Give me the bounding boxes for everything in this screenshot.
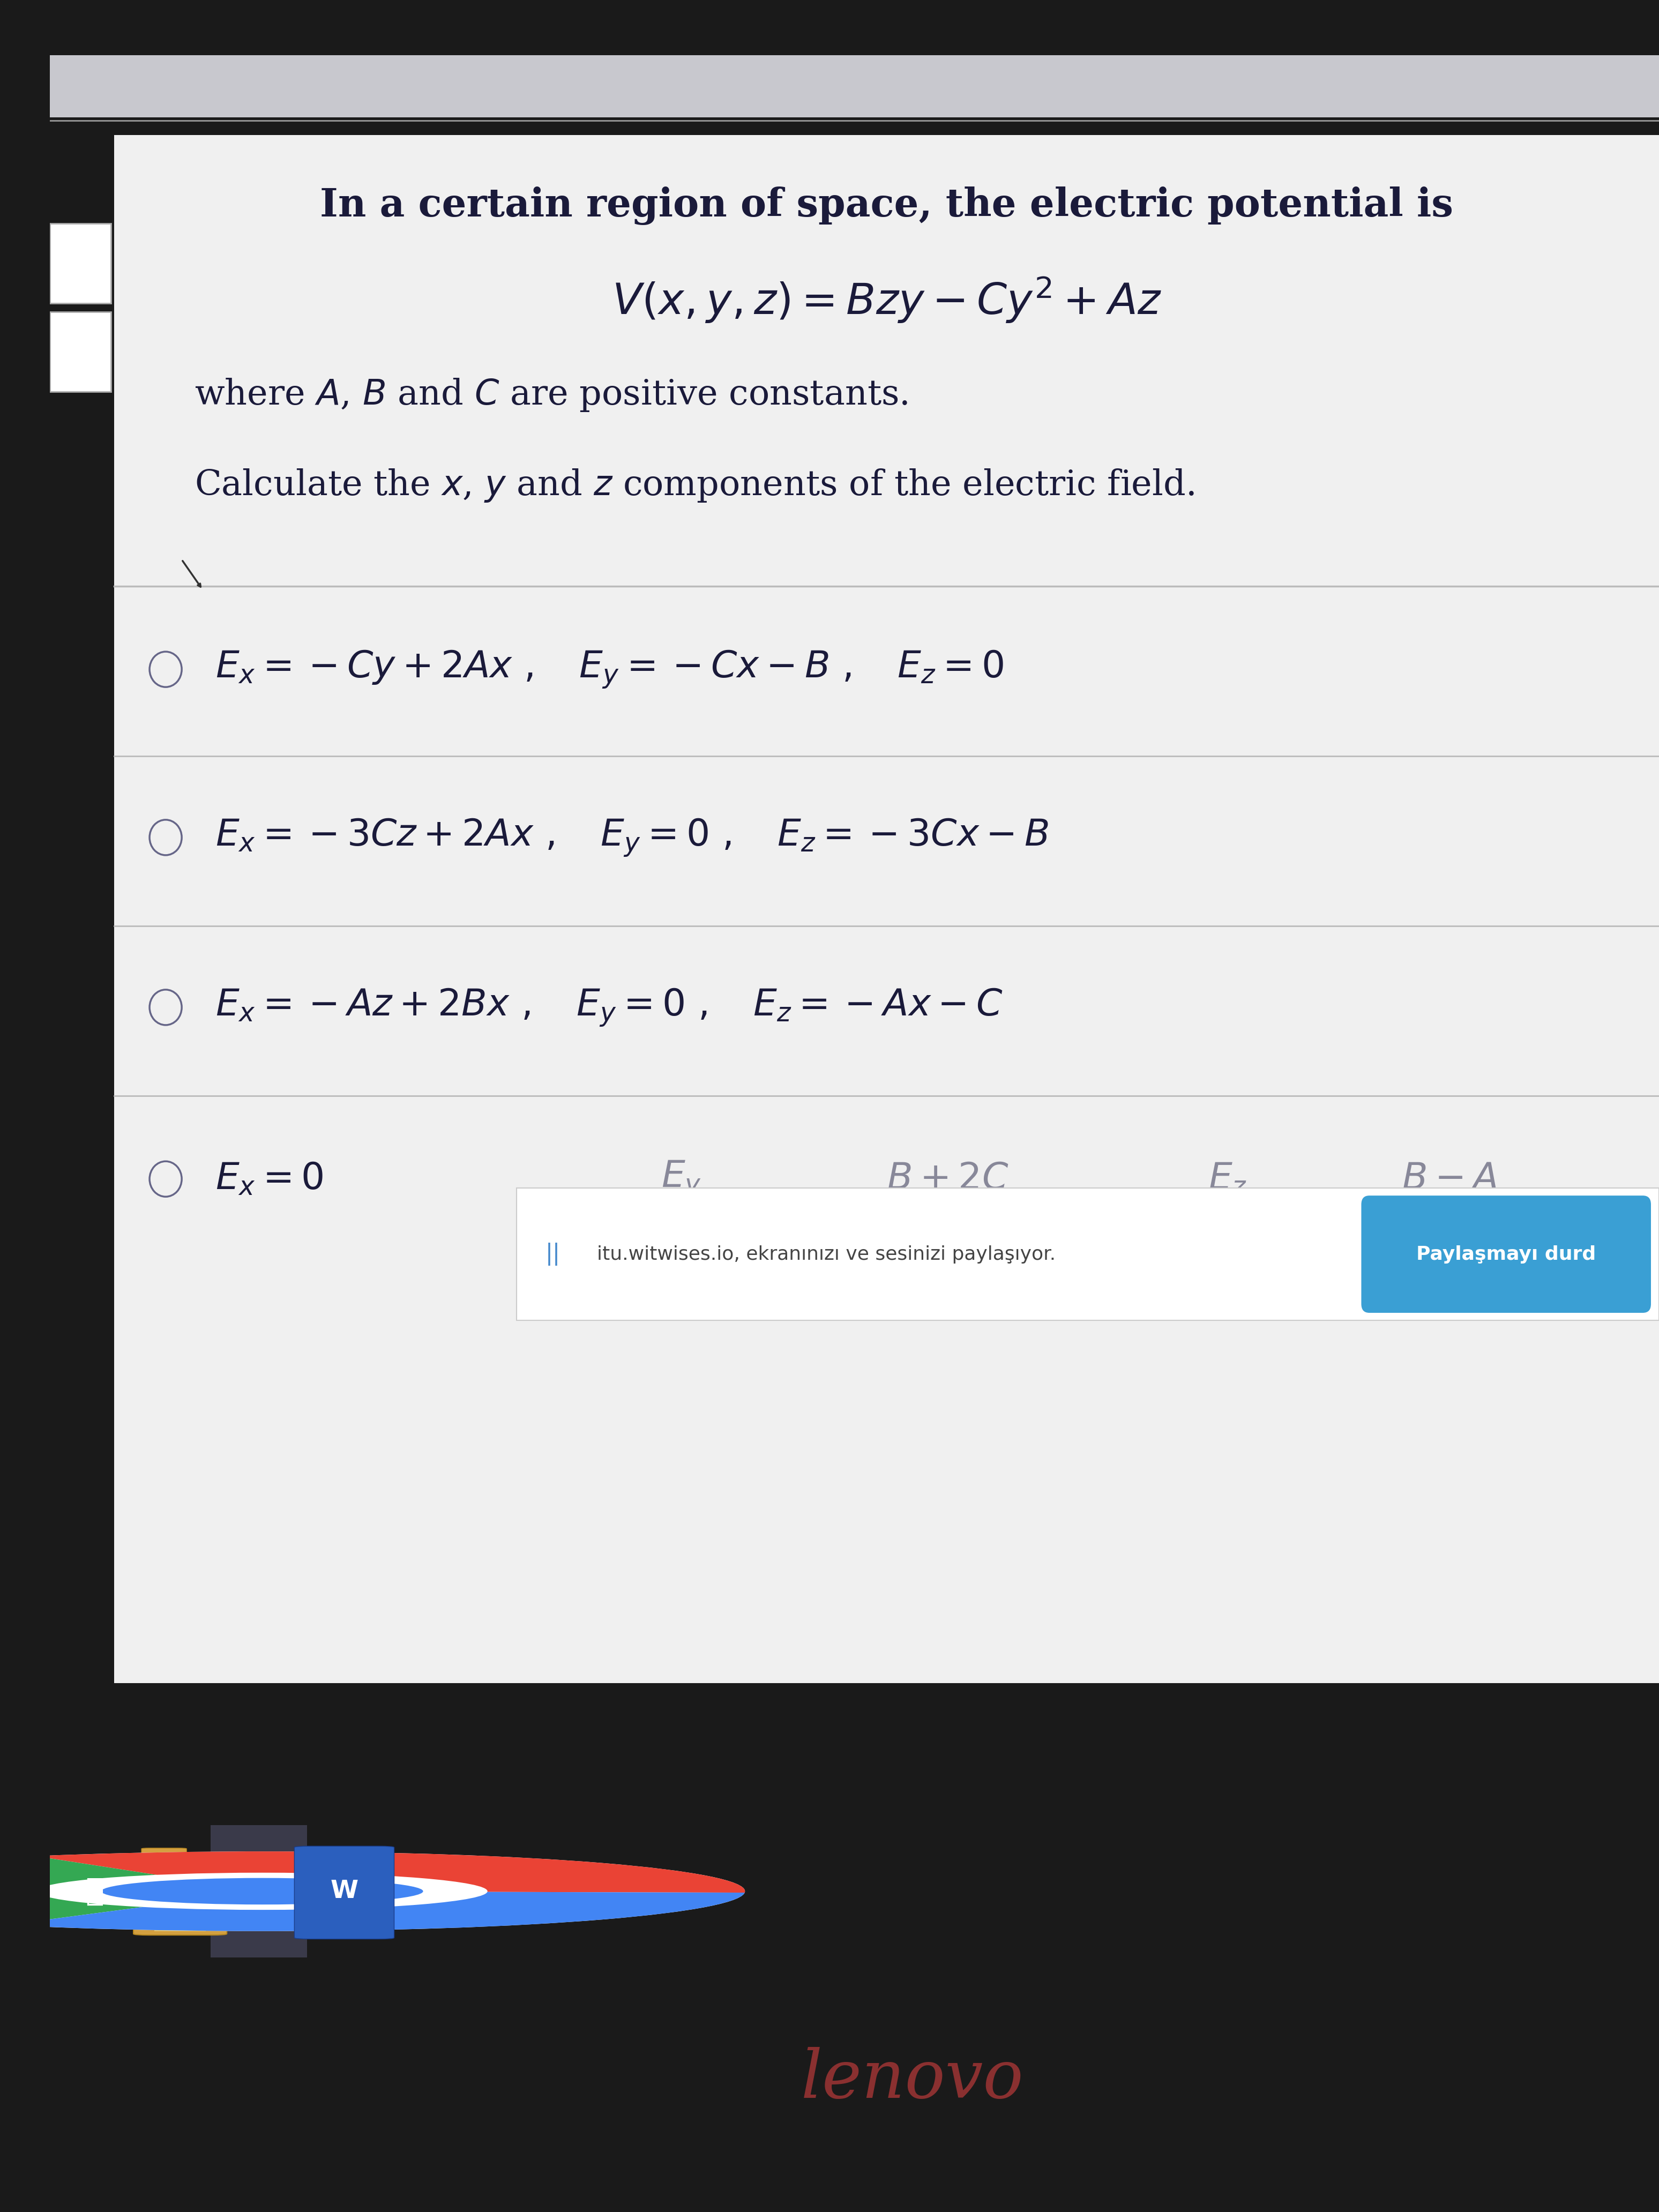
Text: itu.witwises.io, ekranınızı ve sesinizi paylaşıyor.: itu.witwises.io, ekranınızı ve sesinizi … — [597, 1245, 1055, 1263]
FancyBboxPatch shape — [154, 1869, 206, 1931]
Text: $E_x = -Cy + 2Ax\ ,\quad E_y = -Cx - B\ ,\quad E_z = 0$: $E_x = -Cy + 2Ax\ ,\quad E_y = -Cx - B\ … — [216, 648, 1004, 690]
FancyBboxPatch shape — [114, 135, 1659, 1683]
FancyBboxPatch shape — [141, 1849, 186, 1867]
Text: where $A$, $B$ and $C$ are positive constants.: where $A$, $B$ and $C$ are positive cons… — [194, 376, 907, 414]
Circle shape — [36, 1874, 488, 1909]
FancyBboxPatch shape — [211, 1825, 307, 1958]
Text: W: W — [330, 1880, 358, 1902]
FancyBboxPatch shape — [50, 312, 111, 392]
Text: Paylaşmayı durd: Paylaşmayı durd — [1417, 1245, 1596, 1263]
FancyBboxPatch shape — [1362, 1194, 1651, 1314]
FancyBboxPatch shape — [133, 1860, 227, 1935]
Text: $B + 2C$: $B + 2C$ — [886, 1161, 1009, 1197]
Circle shape — [101, 1878, 423, 1905]
Text: lenovo: lenovo — [801, 2046, 1024, 2112]
Text: $E_y$: $E_y$ — [662, 1159, 702, 1199]
Text: $E_x = -3Cz + 2Ax\ ,\quad E_y = 0\ ,\quad E_z = -3Cx - B$: $E_x = -3Cz + 2Ax\ ,\quad E_y = 0\ ,\qua… — [216, 816, 1048, 858]
Text: In a certain region of space, the electric potential is: In a certain region of space, the electr… — [320, 186, 1453, 226]
Text: $V(x, y, z) = Bzy - Cy^2 + Az$: $V(x, y, z) = Bzy - Cy^2 + Az$ — [612, 274, 1161, 325]
FancyBboxPatch shape — [294, 1847, 395, 1940]
Text: ||: || — [546, 1243, 561, 1265]
Text: Calculate the $x$, $y$ and $z$ components of the electric field.: Calculate the $x$, $y$ and $z$ component… — [194, 467, 1194, 504]
Text: $E_x = -Az + 2Bx\ ,\quad E_y = 0\ ,\quad E_z = -Ax - C$: $E_x = -Az + 2Bx\ ,\quad E_y = 0\ ,\quad… — [216, 987, 1004, 1029]
FancyBboxPatch shape — [50, 55, 1659, 117]
Wedge shape — [35, 1851, 745, 1893]
Wedge shape — [7, 1891, 745, 1931]
Text: $E_x = 0$: $E_x = 0$ — [216, 1161, 324, 1197]
Wedge shape — [0, 1856, 262, 1924]
Text: $E_z$: $E_z$ — [1208, 1161, 1248, 1197]
Circle shape — [0, 1851, 745, 1931]
FancyBboxPatch shape — [50, 223, 111, 303]
Text: $B - A$: $B - A$ — [1402, 1161, 1496, 1197]
Text: 이: 이 — [86, 1876, 105, 1907]
FancyBboxPatch shape — [516, 1188, 1659, 1321]
